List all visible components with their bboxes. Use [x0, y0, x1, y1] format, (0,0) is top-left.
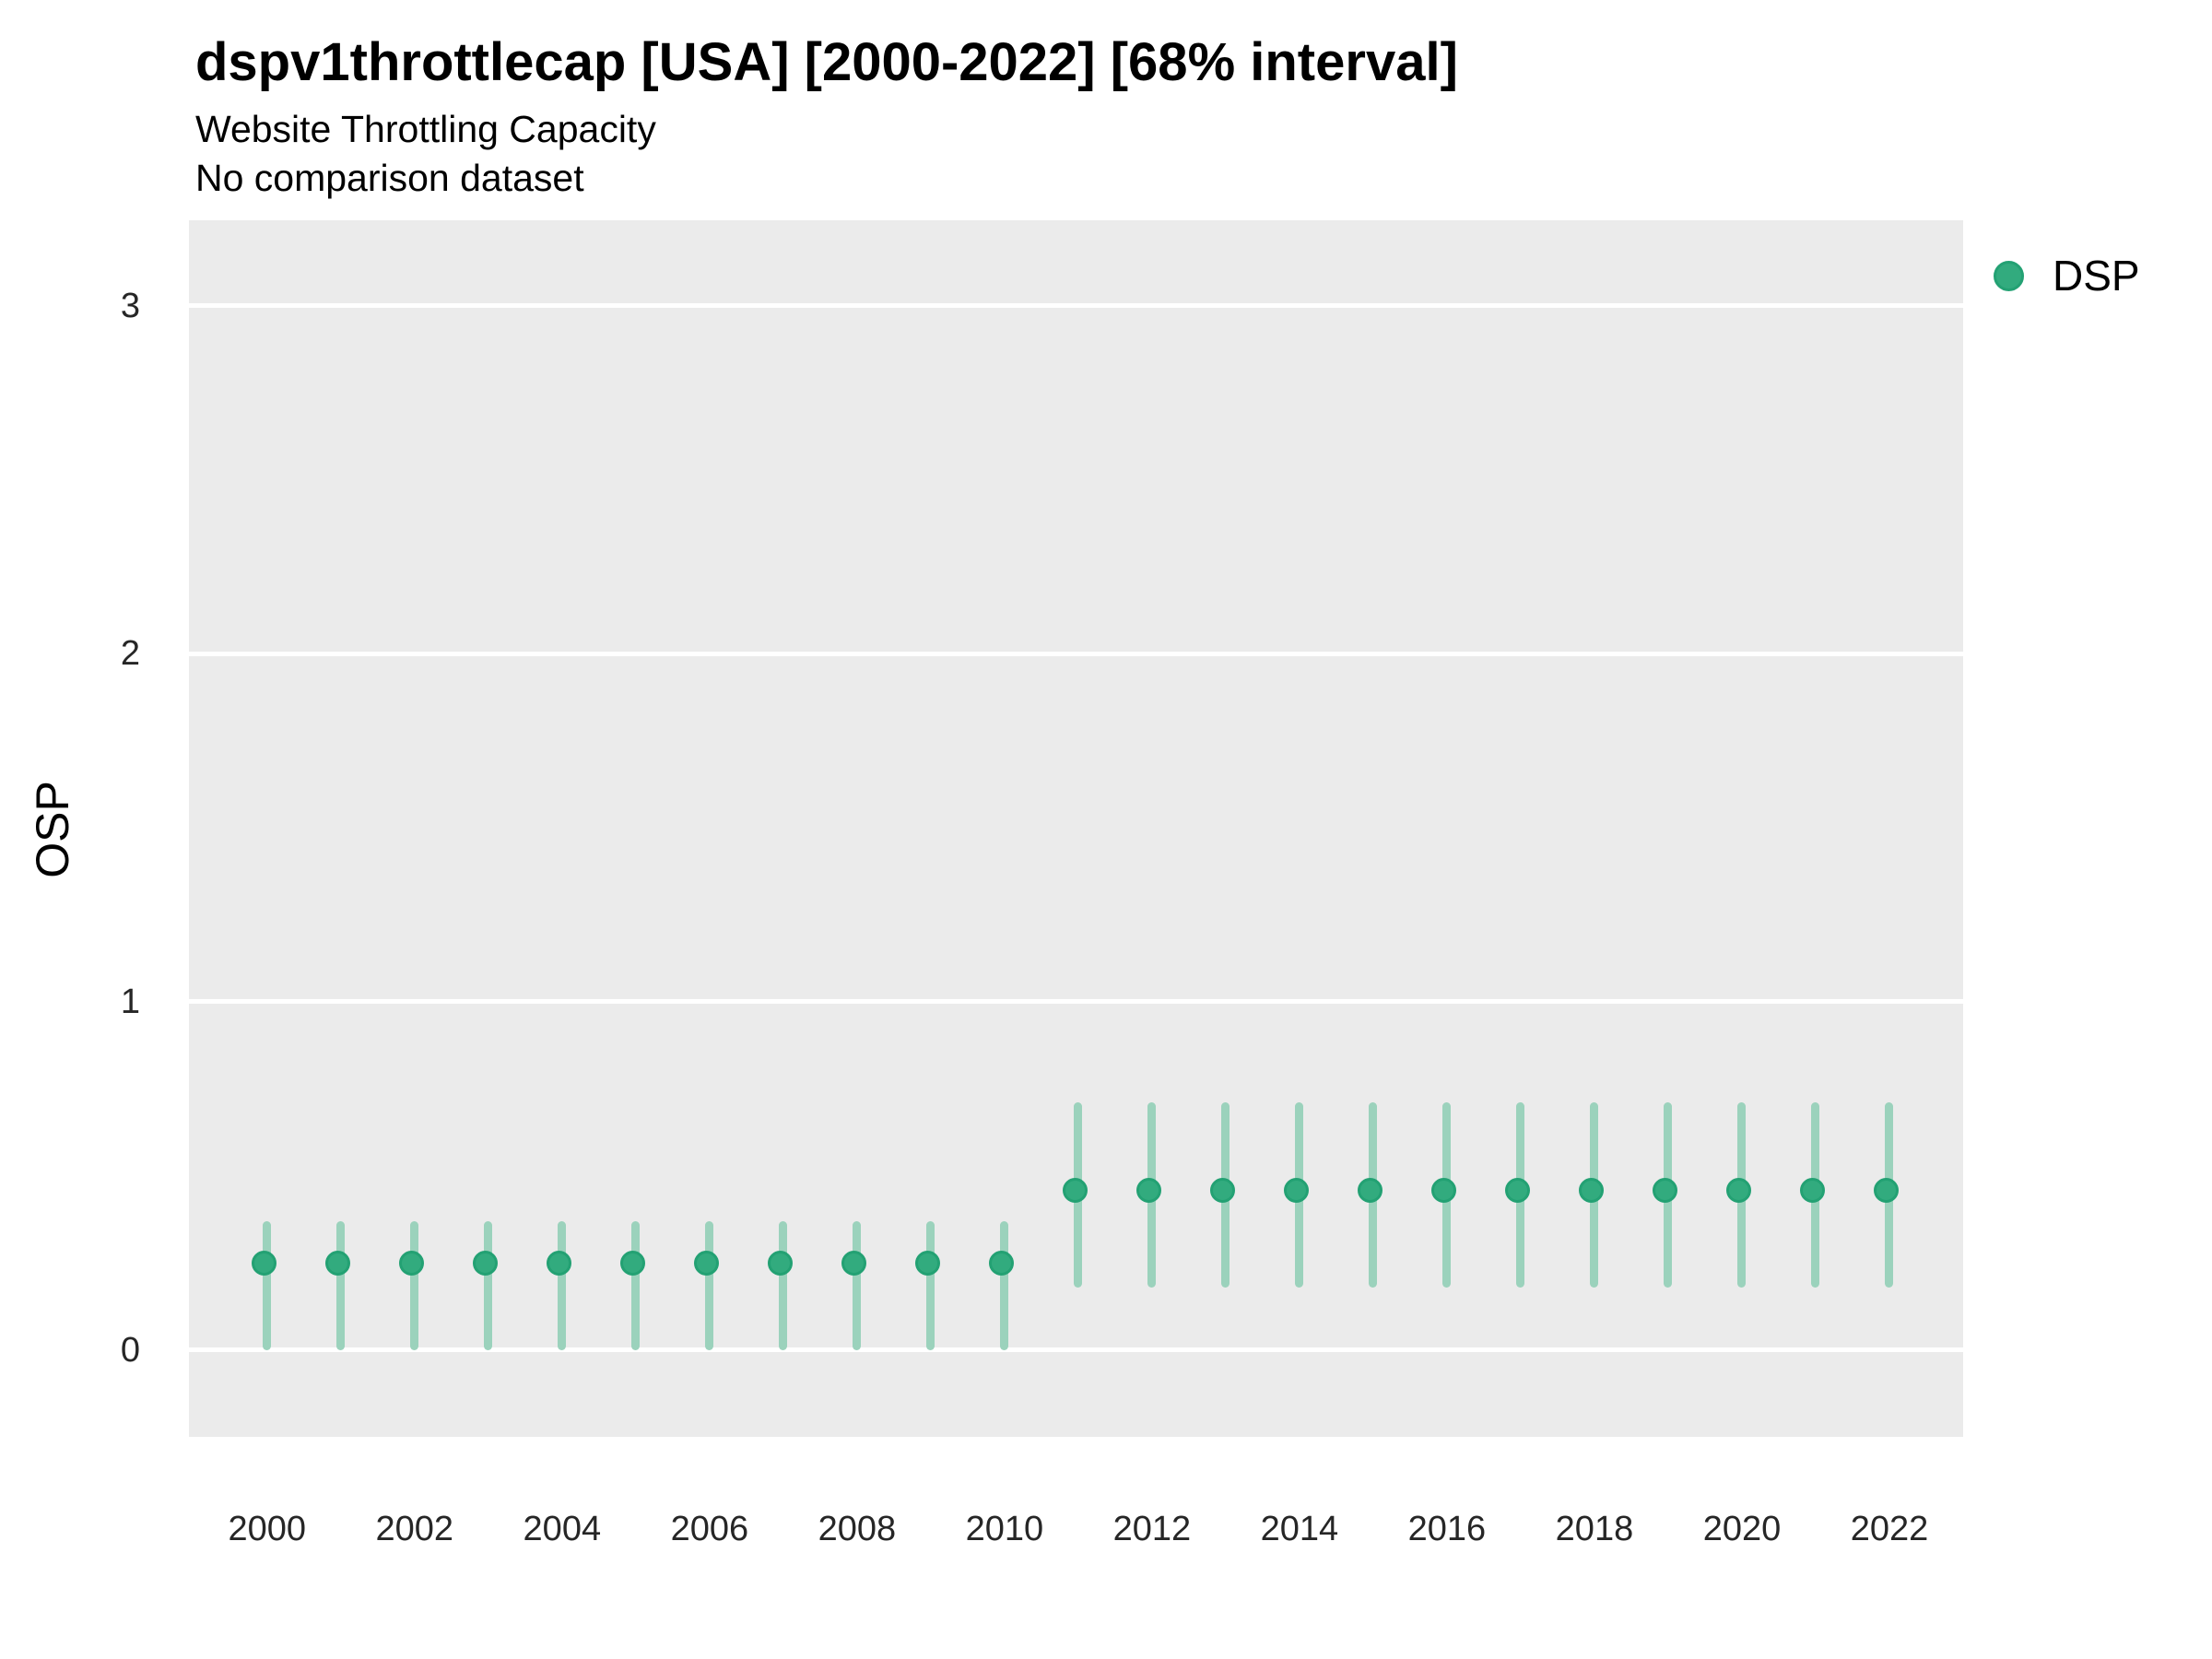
x-tick-label: 2014: [1260, 1510, 1339, 1548]
y-tick-label: 0: [120, 1330, 140, 1370]
interval-line: [926, 1220, 935, 1350]
interval-line: [705, 1220, 714, 1350]
data-point: [694, 1251, 720, 1277]
interval-line: [853, 1220, 862, 1350]
data-point: [325, 1251, 351, 1277]
interval-line: [263, 1220, 272, 1350]
x-tick-label: 2022: [1850, 1510, 1929, 1548]
legend-label: DSP: [2053, 252, 2140, 300]
x-tick-label: 2002: [375, 1510, 454, 1548]
data-point: [1726, 1178, 1752, 1204]
data-point: [1874, 1178, 1900, 1204]
y-tick-label: 2: [120, 634, 140, 674]
chart-header: dspv1throttlecap [USA] [2000-2022] [68% …: [195, 33, 1458, 203]
x-tick-label: 2020: [1702, 1510, 1782, 1548]
data-point: [915, 1251, 941, 1277]
x-tick-label: 2000: [228, 1510, 307, 1548]
data-point: [989, 1251, 1015, 1277]
y-axis-label: OSP: [27, 781, 78, 878]
data-point: [547, 1251, 572, 1277]
interval-line: [558, 1220, 567, 1350]
interval-line: [779, 1220, 788, 1350]
data-point: [841, 1251, 867, 1277]
gridline: [189, 651, 1963, 656]
data-point: [1358, 1178, 1383, 1204]
data-point: [1063, 1178, 1088, 1204]
data-point: [768, 1251, 794, 1277]
gridline: [189, 303, 1963, 309]
data-point: [1431, 1178, 1457, 1204]
chart-subtitle: Website Throttling Capacity: [195, 108, 656, 150]
comparison-note: No comparison dataset: [195, 157, 584, 199]
legend: DSP: [1994, 249, 2140, 302]
y-tick-label: 3: [120, 286, 140, 325]
gridline: [189, 999, 1963, 1005]
data-point: [1800, 1178, 1826, 1204]
data-point: [1136, 1178, 1162, 1204]
interval-line: [1000, 1220, 1009, 1350]
interval-line: [336, 1220, 346, 1350]
legend-point-icon: [1994, 260, 2024, 291]
x-tick-label: 2004: [523, 1510, 602, 1548]
x-tick-label: 2008: [818, 1510, 897, 1548]
x-tick-label: 2006: [670, 1510, 749, 1548]
data-point: [1284, 1178, 1310, 1204]
data-point: [620, 1251, 646, 1277]
chart-title: dspv1throttlecap [USA] [2000-2022] [68% …: [195, 32, 1458, 92]
data-point: [1210, 1178, 1236, 1204]
data-point: [1653, 1178, 1678, 1204]
x-tick-label: 2018: [1555, 1510, 1634, 1548]
y-tick-label: 1: [120, 982, 140, 1021]
gridline: [189, 1347, 1963, 1353]
data-point: [473, 1251, 499, 1277]
x-tick-label: 2010: [965, 1510, 1044, 1548]
data-point: [399, 1251, 425, 1277]
x-tick-label: 2016: [1407, 1510, 1487, 1548]
interval-line: [484, 1220, 493, 1350]
x-tick-label: 2012: [1112, 1510, 1192, 1548]
data-point: [252, 1251, 277, 1277]
interval-line: [631, 1220, 641, 1350]
plot-panel: [189, 220, 1963, 1437]
data-point: [1505, 1178, 1531, 1204]
data-point: [1579, 1178, 1605, 1204]
interval-line: [410, 1220, 419, 1350]
